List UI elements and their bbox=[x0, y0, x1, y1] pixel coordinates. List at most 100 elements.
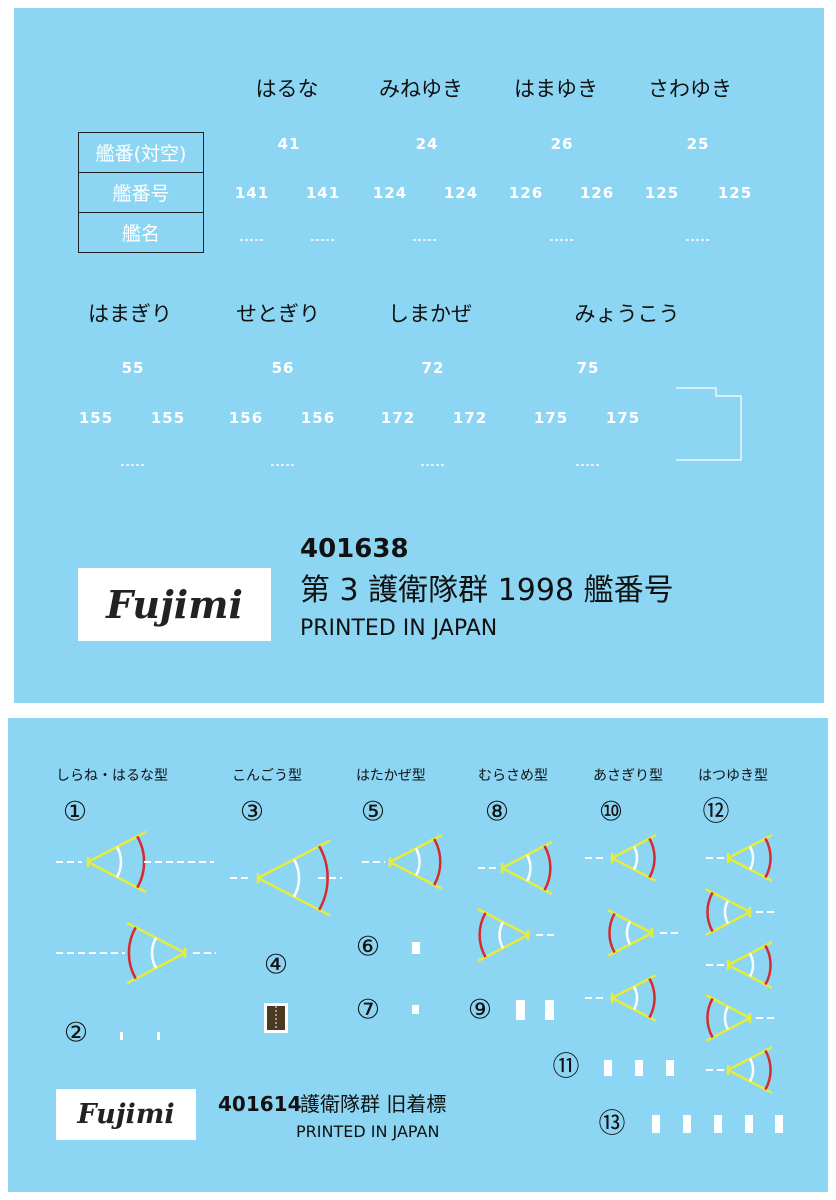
chevron-inner-arc bbox=[625, 920, 632, 946]
hull-number: 175 bbox=[605, 409, 641, 427]
chevron-outer-arc bbox=[706, 997, 714, 1039]
hull-number: 156 bbox=[228, 409, 264, 427]
chevron-outer-arc bbox=[127, 926, 137, 980]
aa-number: 41 bbox=[277, 135, 301, 153]
mark-13-decal bbox=[714, 1115, 722, 1133]
hull-number: 125 bbox=[717, 184, 753, 202]
mark-1: ① bbox=[62, 796, 88, 828]
ship-name: みょうこう bbox=[574, 302, 680, 326]
aa-number: 24 bbox=[415, 135, 439, 153]
hull-number: 124 bbox=[443, 184, 479, 202]
mark-4: ④ bbox=[263, 949, 289, 981]
chevron-outer-arc bbox=[764, 837, 772, 879]
chevron-inner-arc bbox=[748, 952, 755, 978]
chevron-inner-arc bbox=[115, 846, 123, 878]
chevron-outer-arc bbox=[433, 838, 442, 886]
mark-13-decal bbox=[652, 1115, 660, 1133]
aa-number: 26 bbox=[550, 135, 574, 153]
product-code: 401614 bbox=[218, 1092, 302, 1116]
chevron-inner-arc bbox=[632, 985, 639, 1011]
hull-number: 126 bbox=[579, 184, 615, 202]
chevron-inner-arc bbox=[150, 937, 158, 969]
hull-number: 172 bbox=[380, 409, 416, 427]
logo-text: Fujimi bbox=[106, 582, 243, 627]
chevron-inner-arc bbox=[723, 1005, 730, 1031]
mark-2-decal bbox=[120, 1032, 123, 1040]
hull-number: 126 bbox=[508, 184, 544, 202]
aa-number: 25 bbox=[686, 135, 710, 153]
mark-11-decal bbox=[666, 1060, 674, 1076]
chevron-outer-arc bbox=[764, 1049, 772, 1091]
chevron-outer-arc bbox=[648, 837, 656, 879]
chevron-inner-arc bbox=[525, 854, 532, 882]
sheet-title: 第 3 護衛隊群 1998 艦番号 bbox=[300, 573, 674, 608]
logo-text: Fujimi bbox=[77, 1099, 175, 1130]
hull-number: 124 bbox=[372, 184, 408, 202]
mark-7-decal bbox=[412, 1005, 419, 1014]
legend-table: 艦番(対空) 艦番号 艦名 bbox=[78, 132, 204, 253]
chevron-inner-arc bbox=[292, 858, 301, 898]
mark-9-decal bbox=[516, 1000, 525, 1020]
aa-number: 55 bbox=[121, 359, 145, 377]
mark-5: ⑤ bbox=[360, 796, 386, 828]
mark-7: ⑦ bbox=[355, 994, 381, 1026]
chevron-outer-arc bbox=[478, 912, 487, 958]
printed-in-japan: PRINTED IN JAPAN bbox=[300, 616, 498, 641]
ship-name: みねゆき bbox=[379, 77, 463, 101]
mark-9: ⑨ bbox=[467, 994, 493, 1026]
mark-11-decal bbox=[635, 1060, 643, 1076]
chevron-inner-arc bbox=[632, 845, 639, 871]
class-label: しらね・はるな型 bbox=[56, 768, 168, 784]
chevron-outer-arc bbox=[136, 835, 146, 889]
chevron-outer-arc bbox=[608, 912, 616, 954]
mark-6-decal bbox=[412, 942, 420, 954]
class-label: あさぎり型 bbox=[593, 768, 663, 784]
chevron-inner-arc bbox=[723, 899, 730, 925]
chevron-outer-arc bbox=[706, 891, 714, 933]
ship-name: はまぎり bbox=[88, 302, 172, 326]
mark-11: ⑪ bbox=[552, 1051, 580, 1083]
legend-ship-name: 艦名 bbox=[121, 223, 160, 245]
class-label: はつゆき型 bbox=[698, 768, 768, 784]
mark-10: ⑩ bbox=[598, 796, 624, 828]
mark-11-decal bbox=[604, 1060, 612, 1076]
class-label: こんごう型 bbox=[232, 768, 302, 784]
fujimi-logo: Fujimi bbox=[56, 1089, 196, 1140]
hull-number: 141 bbox=[305, 184, 341, 202]
chevron-outer-arc bbox=[764, 944, 772, 986]
printed-in-japan: PRINTED IN JAPAN bbox=[296, 1122, 440, 1141]
hull-number: 172 bbox=[452, 409, 488, 427]
mark-13-decal bbox=[745, 1115, 753, 1133]
hull-number: 155 bbox=[150, 409, 186, 427]
ship-outline-decal bbox=[676, 387, 742, 461]
sheet-title: 護衛隊群 旧着標 bbox=[300, 1092, 447, 1116]
aa-number: 56 bbox=[271, 359, 295, 377]
product-code: 401638 bbox=[300, 534, 409, 564]
aa-number: 75 bbox=[576, 359, 600, 377]
mark-2-decal bbox=[157, 1032, 160, 1040]
chevron-inner-arc bbox=[414, 847, 421, 877]
mark-6: ⑥ bbox=[355, 931, 381, 963]
legend-hull-number: 艦番号 bbox=[79, 173, 203, 213]
chevron-inner-arc bbox=[748, 845, 755, 871]
mark-12: ⑫ bbox=[702, 796, 730, 828]
mark-9-decal bbox=[545, 1000, 554, 1020]
hull-number: 125 bbox=[644, 184, 680, 202]
mark-3: ③ bbox=[239, 796, 265, 828]
chevron-inner-arc bbox=[498, 921, 505, 949]
ship-name: さわゆき bbox=[648, 77, 732, 101]
fujimi-logo: Fujimi bbox=[78, 568, 271, 641]
chevron-outer-arc bbox=[648, 977, 656, 1019]
mark-2: ② bbox=[63, 1017, 89, 1049]
class-label: はたかぜ型 bbox=[356, 768, 426, 784]
class-label: むらさめ型 bbox=[478, 768, 548, 784]
ship-name: しまかぜ bbox=[388, 302, 472, 326]
ship-name: せとぎり bbox=[236, 302, 320, 326]
hull-number: 155 bbox=[78, 409, 114, 427]
hull-number: 141 bbox=[234, 184, 270, 202]
hull-number: 175 bbox=[533, 409, 569, 427]
hull-number: 156 bbox=[300, 409, 336, 427]
mark-13-decal bbox=[775, 1115, 783, 1133]
chevron-outer-arc bbox=[543, 845, 552, 891]
